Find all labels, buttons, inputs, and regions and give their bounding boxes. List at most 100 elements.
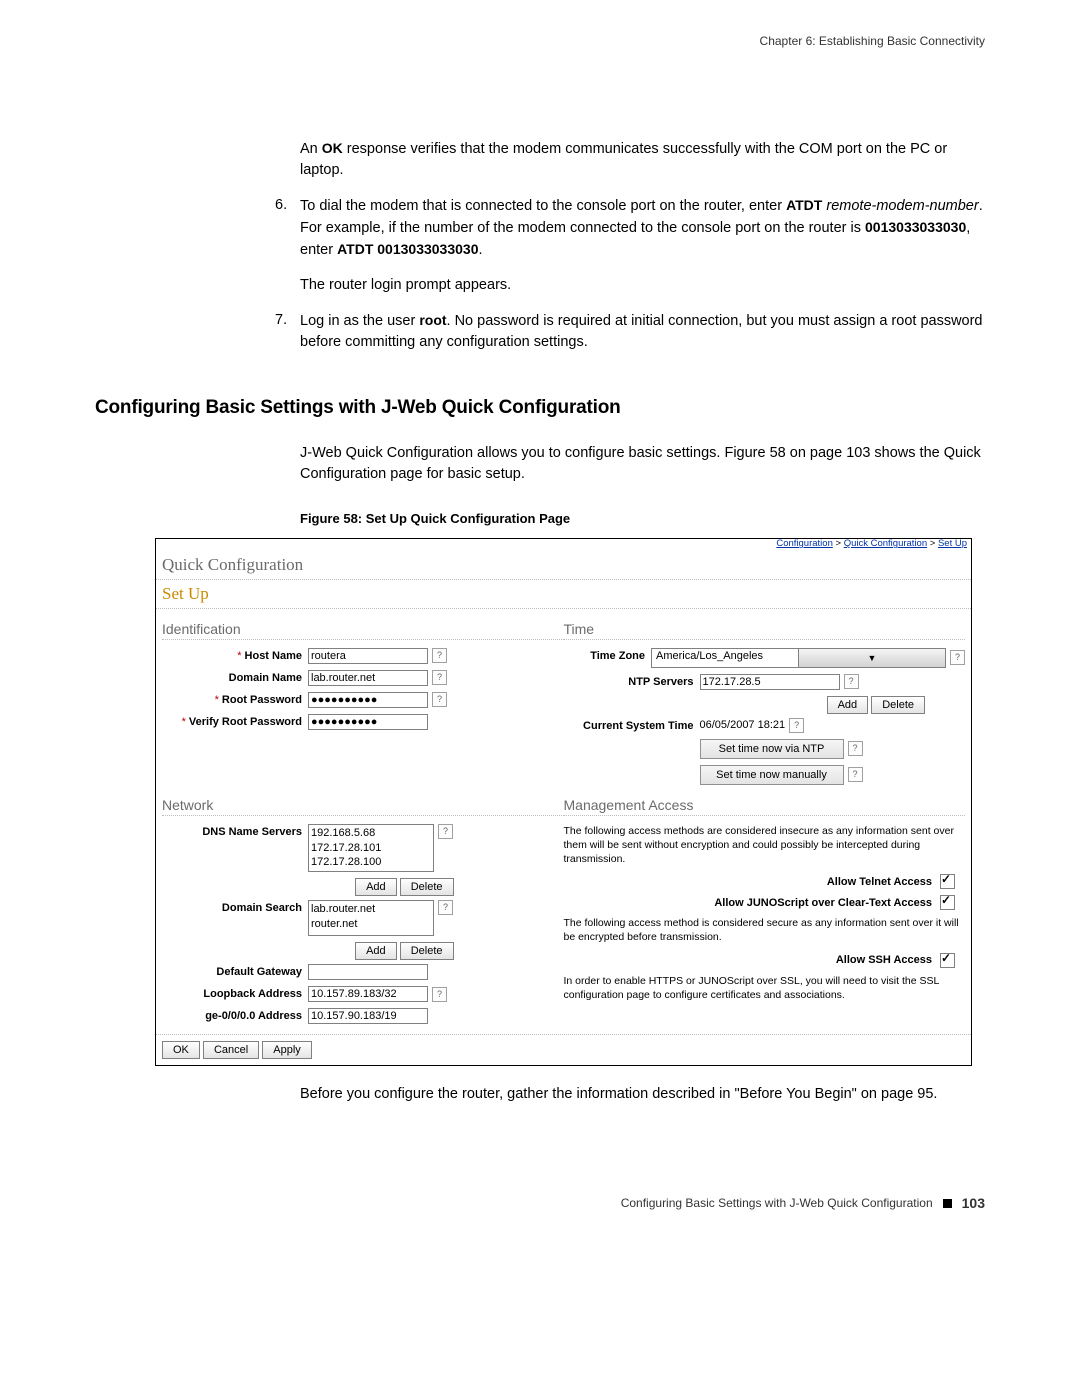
breadcrumb-sep: >	[833, 538, 844, 549]
add-button[interactable]: Add	[355, 878, 397, 896]
label-domain-search: Domain Search	[162, 900, 308, 914]
label-domain-name: Domain Name	[162, 670, 308, 684]
list-number: 7.	[275, 310, 300, 353]
ok-button[interactable]: OK	[162, 1041, 200, 1059]
label-allow-telnet: Allow Telnet Access	[827, 876, 932, 888]
text-bold: 0013033033030	[865, 219, 966, 235]
breadcrumb-link[interactable]: Quick Configuration	[844, 538, 927, 549]
breadcrumb-link[interactable]: Configuration	[776, 538, 833, 549]
text-bold: ATDT 0013033033030	[337, 241, 478, 257]
label-root-password: Root Password	[222, 694, 302, 706]
list-item-7: 7. Log in as the user root. No password …	[275, 310, 985, 353]
help-icon[interactable]: ?	[432, 692, 447, 707]
apply-button[interactable]: Apply	[262, 1041, 312, 1059]
list-item[interactable]: 172.17.28.100	[311, 855, 431, 870]
paragraph-before-you-begin: Before you configure the router, gather …	[300, 1084, 985, 1105]
section-identification: Identification	[162, 619, 564, 640]
label-current-system-time: Current System Time	[564, 718, 700, 732]
help-icon[interactable]: ?	[848, 767, 863, 782]
help-icon[interactable]: ?	[950, 650, 965, 665]
required-marker: *	[215, 694, 222, 706]
note-insecure: The following access methods are conside…	[564, 824, 966, 867]
set-time-manual-button[interactable]: Set time now manually	[700, 765, 844, 785]
breadcrumb-sep: >	[927, 538, 938, 549]
chevron-down-icon: ▼	[798, 649, 945, 667]
select-value: America/Los_Angeles	[652, 649, 798, 667]
footer-text: Configuring Basic Settings with J-Web Qu…	[621, 1196, 933, 1210]
text-bold: OK	[322, 140, 343, 156]
input-domain-name[interactable]	[308, 670, 428, 686]
text: Log in as the user	[300, 313, 419, 329]
cancel-button[interactable]: Cancel	[203, 1041, 259, 1059]
list-item-6: 6. To dial the modem that is connected t…	[275, 195, 985, 296]
help-icon[interactable]: ?	[789, 718, 804, 733]
input-ge-address[interactable]	[308, 1008, 428, 1024]
required-marker: *	[182, 716, 189, 728]
value-current-system-time: 06/05/2007 18:21	[700, 719, 786, 731]
label-time-zone: Time Zone	[564, 648, 652, 662]
text-italic: remote-modem-number	[822, 198, 978, 214]
panel-title-setup: Set Up	[156, 580, 971, 609]
input-loopback-address[interactable]	[308, 986, 428, 1002]
footer-square-icon	[943, 1199, 952, 1208]
list-item[interactable]: router.net	[311, 917, 431, 932]
help-icon[interactable]: ?	[844, 674, 859, 689]
label-default-gateway: Default Gateway	[162, 964, 308, 978]
page-header: Chapter 6: Establishing Basic Connectivi…	[95, 34, 985, 48]
select-time-zone[interactable]: America/Los_Angeles ▼	[651, 648, 946, 668]
help-icon[interactable]: ?	[848, 741, 863, 756]
listbox-domain-search[interactable]: lab.router.net router.net	[308, 900, 434, 936]
section-network: Network	[162, 795, 564, 816]
required-marker: *	[237, 650, 244, 662]
help-icon[interactable]: ?	[438, 900, 453, 915]
text: To dial the modem that is connected to t…	[300, 198, 786, 214]
checkbox-allow-ssh[interactable]	[940, 953, 955, 968]
paragraph-intro: J-Web Quick Configuration allows you to …	[300, 443, 985, 485]
input-ntp-server[interactable]	[700, 674, 840, 690]
list-item[interactable]: 172.17.28.101	[311, 841, 431, 856]
figure-caption: Figure 58: Set Up Quick Configuration Pa…	[300, 511, 985, 526]
breadcrumb-link[interactable]: Set Up	[938, 538, 967, 549]
text-bold: ATDT	[786, 197, 822, 213]
listbox-dns-servers[interactable]: 192.168.5.68 172.17.28.101 172.17.28.100	[308, 824, 434, 873]
input-verify-root-password[interactable]	[308, 714, 428, 730]
input-root-password[interactable]	[308, 692, 428, 708]
help-icon[interactable]: ?	[432, 987, 447, 1002]
section-heading: Configuring Basic Settings with J-Web Qu…	[95, 397, 985, 419]
add-button[interactable]: Add	[827, 696, 869, 714]
label-host-name: Host Name	[245, 650, 302, 662]
note-ssl: In order to enable HTTPS or JUNOScript o…	[564, 974, 966, 1002]
label-ntp-servers: NTP Servers	[564, 674, 700, 688]
set-time-ntp-button[interactable]: Set time now via NTP	[700, 739, 844, 759]
checkbox-allow-telnet[interactable]	[940, 874, 955, 889]
text: An	[300, 141, 322, 157]
breadcrumb: Configuration > Quick Configuration > Se…	[156, 539, 971, 553]
label-verify-root-password: Verify Root Password	[189, 716, 302, 728]
help-icon[interactable]: ?	[432, 648, 447, 663]
list-item[interactable]: lab.router.net	[311, 902, 431, 917]
input-default-gateway[interactable]	[308, 964, 428, 980]
help-icon[interactable]: ?	[438, 824, 453, 839]
section-time: Time	[564, 619, 966, 640]
label-ge-address: ge-0/0/0.0 Address	[162, 1008, 308, 1022]
input-host-name[interactable]	[308, 648, 428, 664]
checkbox-allow-junoscript[interactable]	[940, 895, 955, 910]
delete-button[interactable]: Delete	[400, 942, 454, 960]
footer-page-number: 103	[962, 1195, 985, 1211]
list-number: 6.	[275, 195, 300, 296]
delete-button[interactable]: Delete	[871, 696, 925, 714]
help-icon[interactable]: ?	[432, 670, 447, 685]
label-loopback-address: Loopback Address	[162, 986, 308, 1000]
section-management-access: Management Access	[564, 795, 966, 816]
panel-title-quick-configuration: Quick Configuration	[156, 553, 971, 580]
text: .	[479, 242, 483, 258]
paragraph-ok-response: An OK response verifies that the modem c…	[300, 138, 985, 181]
note-secure: The following access method is considere…	[564, 916, 966, 944]
label-allow-junoscript: Allow JUNOScript over Clear-Text Access	[714, 897, 932, 909]
page-footer: Configuring Basic Settings with J-Web Qu…	[95, 1195, 985, 1211]
delete-button[interactable]: Delete	[400, 878, 454, 896]
add-button[interactable]: Add	[355, 942, 397, 960]
list-item[interactable]: 192.168.5.68	[311, 826, 431, 841]
screenshot-quick-config: Configuration > Quick Configuration > Se…	[155, 538, 972, 1066]
text: response verifies that the modem communi…	[300, 141, 947, 178]
